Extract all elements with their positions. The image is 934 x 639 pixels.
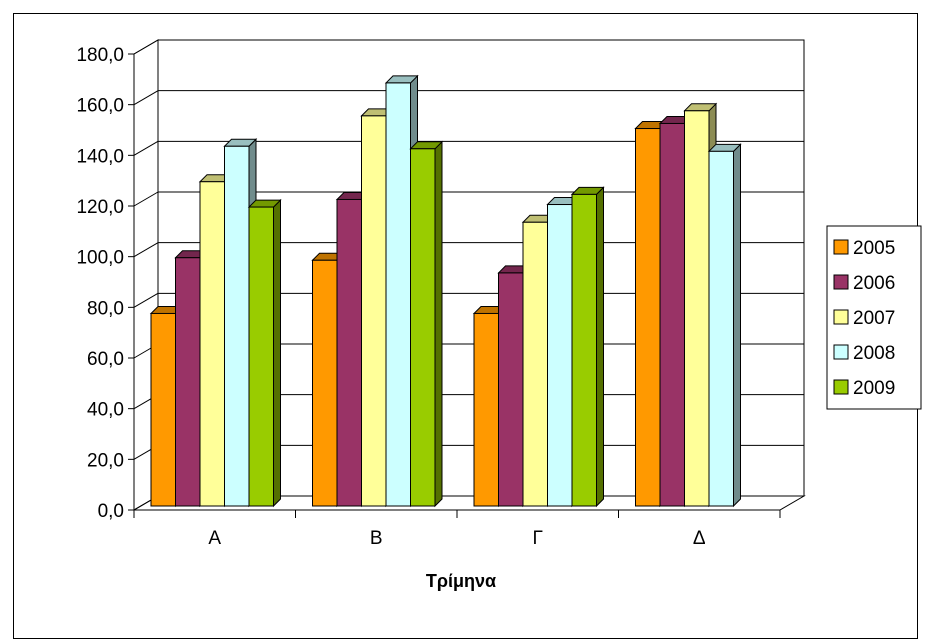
- x-tick-label: Α: [208, 528, 221, 549]
- legend-swatch: [834, 310, 848, 324]
- x-tick-label: Γ: [533, 528, 543, 549]
- bar: [474, 313, 499, 506]
- bar: [411, 149, 436, 506]
- y-tick-label: 160,0: [76, 96, 124, 117]
- y-tick-label: 60,0: [87, 349, 124, 370]
- y-tick-label: 100,0: [76, 248, 124, 269]
- bar: [313, 260, 338, 506]
- bar-side: [274, 200, 281, 506]
- bar: [709, 151, 734, 506]
- bar: [685, 111, 710, 506]
- bar: [176, 258, 201, 506]
- y-tick-label: 140,0: [76, 146, 124, 167]
- legend-swatch: [834, 240, 848, 254]
- y-tick-label: 0,0: [98, 501, 124, 522]
- bar: [362, 116, 387, 506]
- bar: [636, 129, 661, 506]
- bar: [200, 182, 225, 506]
- y-axis-ticks: 0,0 20,0 40,0 60,0 80,0 100,0 120,0 140,0 160,0 1…: [76, 45, 124, 522]
- y-tick-label: 40,0: [87, 400, 124, 421]
- legend-label: 2009: [853, 378, 895, 399]
- legend-swatch: [834, 380, 848, 394]
- bar: [548, 205, 573, 506]
- legend-label: 2008: [853, 343, 895, 364]
- bar: [225, 146, 250, 506]
- x-axis-ticks: Α Β Γ Δ: [208, 528, 705, 549]
- y-tick-label: 180,0: [76, 45, 124, 66]
- y-tick-label: 20,0: [87, 450, 124, 471]
- bar: [660, 123, 685, 506]
- bar: [337, 199, 362, 506]
- legend-swatch: [834, 275, 848, 289]
- bar: [572, 194, 597, 506]
- bar-side: [435, 142, 442, 506]
- bar: [249, 207, 274, 506]
- bar: [386, 83, 411, 506]
- legend-label: 2007: [853, 308, 895, 329]
- x-tick-label: Δ: [693, 528, 706, 549]
- legend: 2005 2006 2007 2008 2009: [827, 226, 921, 409]
- bar-side: [597, 187, 604, 506]
- bar: [151, 313, 176, 506]
- legend-label: 2006: [853, 273, 895, 294]
- x-axis-label: Τρίμηνα: [426, 571, 496, 591]
- bar-side: [734, 144, 741, 506]
- bar: [523, 222, 548, 506]
- y-tick-label: 120,0: [76, 197, 124, 218]
- legend-swatch: [834, 345, 848, 359]
- x-tick-label: Β: [370, 528, 383, 549]
- y-tick-label: 80,0: [87, 298, 124, 319]
- bar: [499, 273, 524, 506]
- legend-label: 2005: [853, 238, 895, 259]
- bar-chart: 0,0 20,0 40,0 60,0 80,0 100,0 120,0 140,0 160,0 1…: [0, 0, 934, 624]
